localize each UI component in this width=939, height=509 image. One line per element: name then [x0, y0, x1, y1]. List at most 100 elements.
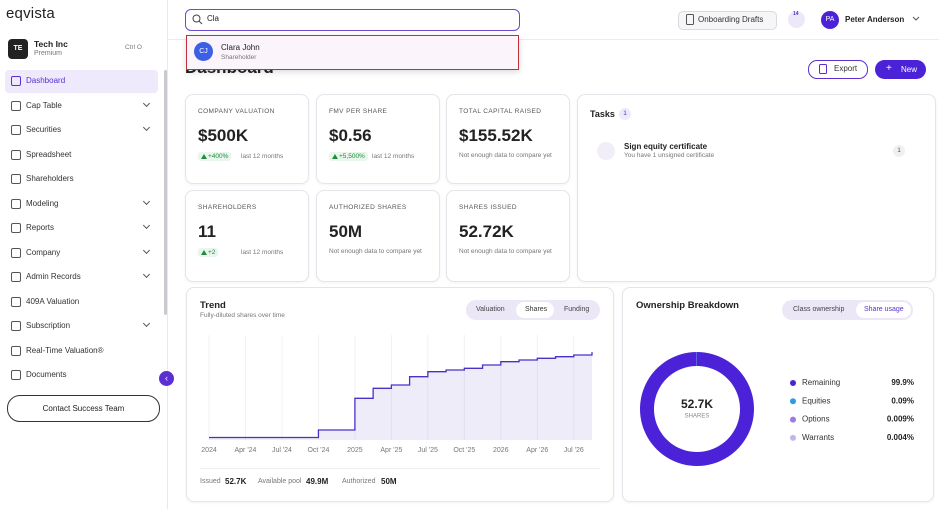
- nav-item[interactable]: Securities: [26, 125, 62, 134]
- task-icon: [597, 142, 615, 160]
- collapse-button[interactable]: ‹: [159, 371, 174, 386]
- brand[interactable]: eqvista: [6, 5, 55, 22]
- notification-badge: 14: [793, 11, 799, 17]
- nav-item[interactable]: 409A Valuation: [26, 296, 80, 306]
- notification-icon[interactable]: [788, 11, 805, 28]
- legend-dot: [790, 398, 796, 405]
- x-tick-label: Apr '26: [526, 447, 548, 454]
- tab[interactable]: Shares: [525, 306, 548, 313]
- ownership-title: Ownership Breakdown: [636, 300, 739, 311]
- x-tick-label: Apr '25: [380, 447, 402, 454]
- stat-label: SHAREHOLDERS: [198, 204, 257, 211]
- nav-icon: [11, 100, 21, 111]
- company-name[interactable]: Tech Inc: [34, 39, 68, 49]
- tab[interactable]: Share usage: [864, 306, 904, 313]
- nav-icon: [11, 370, 21, 380]
- company-avatar: TE: [8, 39, 28, 59]
- nav-icon: [11, 125, 21, 135]
- trend-card: [186, 287, 614, 502]
- footer-value: 52.7K: [225, 477, 247, 486]
- legend-label: Equities: [802, 396, 830, 405]
- stat-note: Not enough data to compare yet: [459, 248, 552, 255]
- nav-item[interactable]: Shareholders: [26, 174, 74, 183]
- tab[interactable]: Class ownership: [793, 306, 845, 313]
- up-arrow: [201, 154, 207, 159]
- legend-value: 0.009%: [887, 415, 914, 424]
- stat-value: $500K: [198, 126, 249, 145]
- task-title[interactable]: Sign equity certificate: [624, 142, 708, 151]
- nav-icon: [11, 174, 21, 184]
- scrollbar[interactable]: [164, 70, 167, 315]
- company-plan: Premium: [34, 50, 63, 57]
- stat-change: +5,500%: [329, 152, 368, 161]
- nav-item[interactable]: Subscription: [26, 321, 71, 330]
- stat-change: +400%: [198, 152, 232, 161]
- x-tick-label: Oct '24: [307, 447, 329, 454]
- divider: [168, 39, 939, 40]
- stat-label: SHARES ISSUED: [459, 204, 517, 211]
- search-input[interactable]: Cla: [207, 14, 220, 23]
- user-name[interactable]: Peter Anderson: [845, 15, 905, 24]
- nav-icon: [11, 76, 21, 86]
- nav-item[interactable]: Real-Time Valuation®: [26, 345, 104, 355]
- stat-card: [446, 190, 570, 282]
- stat-label: AUTHORIZED SHARES: [329, 204, 407, 211]
- tasks-title: Tasks: [590, 109, 615, 119]
- legend-dot: [790, 434, 796, 441]
- stat-value: 52.72K: [459, 222, 514, 241]
- up-arrow: [332, 154, 338, 159]
- tasks-count: 1: [619, 108, 631, 120]
- nav-item[interactable]: Admin Records: [26, 272, 81, 281]
- search-box[interactable]: [185, 9, 520, 31]
- stat-card: [316, 190, 440, 282]
- user-avatar[interactable]: PA: [821, 11, 839, 29]
- nav-item[interactable]: Cap Table: [26, 100, 62, 110]
- nav-item[interactable]: Documents: [26, 370, 67, 379]
- footer-label: Authorized: [342, 478, 376, 485]
- stat-period: last 12 months: [241, 153, 284, 160]
- nav-icon: [11, 223, 21, 233]
- contact-button[interactable]: Contact Success Team: [7, 395, 160, 422]
- x-tick-label: 2025: [347, 447, 363, 454]
- new-button[interactable]: [875, 60, 926, 79]
- nav-item[interactable]: Reports: [26, 223, 55, 232]
- stat-card: [185, 190, 309, 282]
- nav-item[interactable]: Dashboard: [26, 76, 66, 85]
- divider: [167, 0, 168, 509]
- drafts-button[interactable]: [678, 11, 777, 30]
- nav-icon: [11, 272, 21, 282]
- legend-label: Warrants: [802, 433, 834, 442]
- nav-icon: [11, 247, 21, 258]
- export-button[interactable]: [808, 60, 868, 79]
- new-label: New: [901, 65, 918, 74]
- trend-subtitle: Fully-diluted shares over time: [200, 312, 285, 319]
- up-arrow: [201, 250, 207, 255]
- trend-title: Trend: [200, 300, 226, 311]
- nav-item[interactable]: Company: [26, 247, 61, 257]
- nav-item[interactable]: Spreadsheet: [26, 149, 72, 159]
- result-name: Clara John: [221, 43, 260, 52]
- nav-icon: [11, 296, 21, 307]
- stat-change: +2: [198, 248, 219, 257]
- drafts-label: Onboarding Drafts: [698, 15, 764, 24]
- nav-icon: [11, 149, 21, 160]
- x-tick-label: Jul '24: [272, 447, 292, 454]
- legend-dot: [790, 380, 796, 386]
- stat-label: TOTAL CAPITAL RAISED: [459, 108, 542, 115]
- nav-item[interactable]: Modeling: [26, 198, 59, 208]
- export-label: Export: [834, 64, 858, 73]
- legend-value: 0.09%: [891, 396, 914, 405]
- footer-value: 49.9M: [306, 477, 329, 486]
- search-icon: [192, 14, 203, 25]
- result-avatar: CJ: [194, 42, 213, 61]
- tab[interactable]: Funding: [564, 306, 590, 313]
- tab[interactable]: Valuation: [476, 306, 505, 313]
- stat-card: [316, 94, 440, 184]
- stat-label: COMPANY VALUATION: [198, 108, 275, 115]
- search-result[interactable]: [186, 35, 519, 70]
- legend-label: Remaining: [802, 378, 840, 387]
- footer-label: Issued: [200, 478, 221, 485]
- stat-card: [185, 94, 309, 184]
- active-tab: [516, 302, 554, 318]
- legend-value: 0.004%: [887, 433, 914, 442]
